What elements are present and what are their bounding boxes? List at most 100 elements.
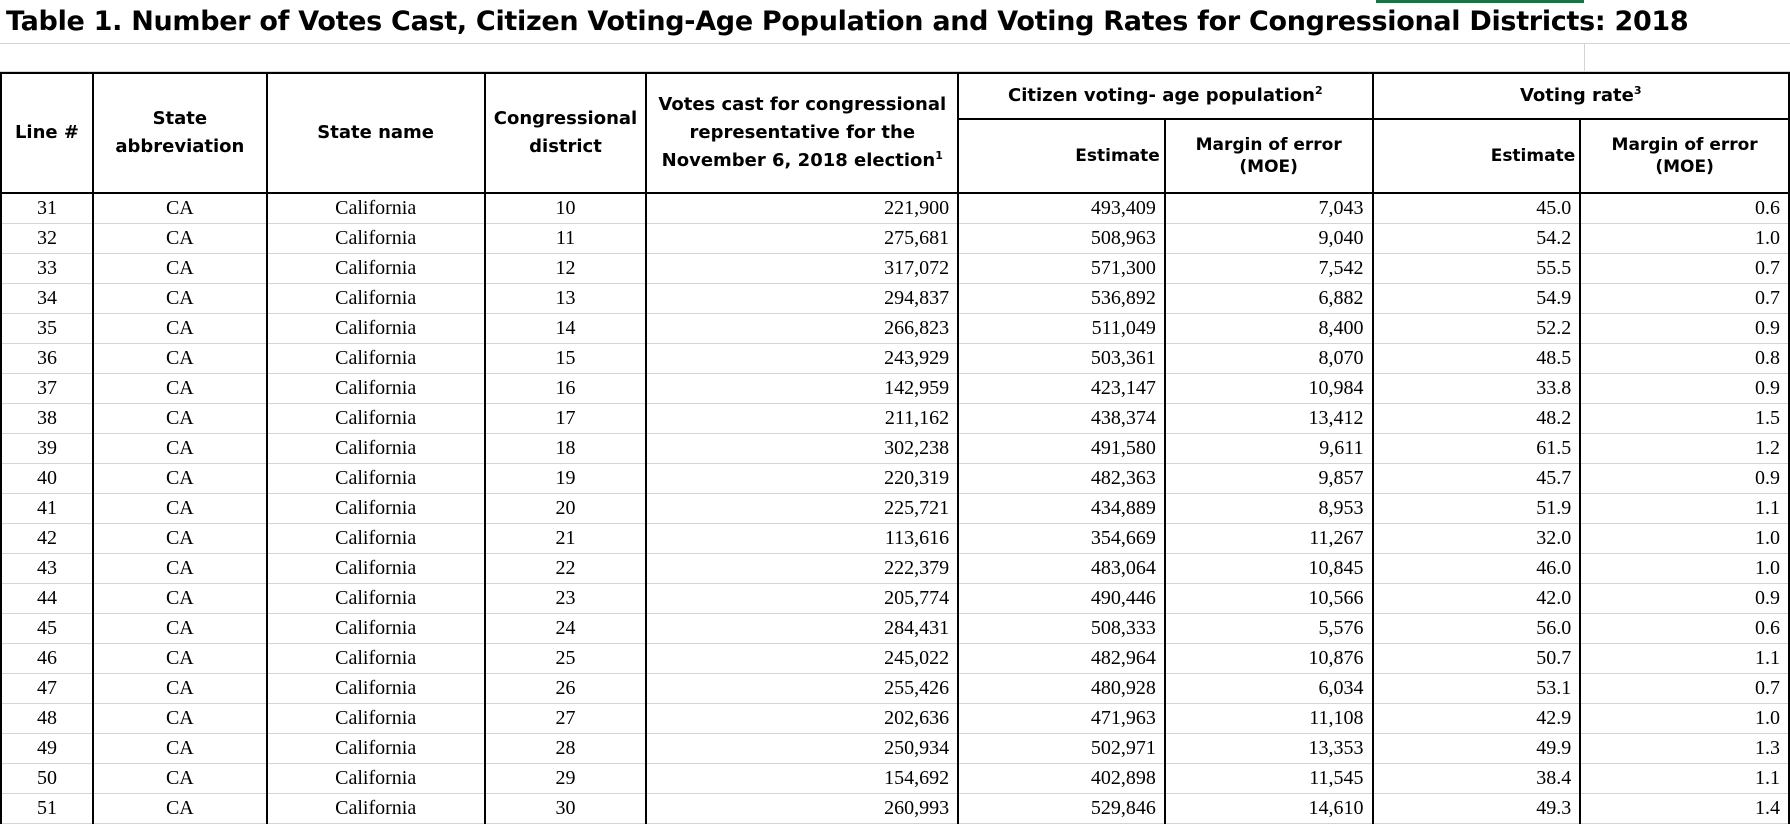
cell-votes-cast[interactable]: 243,929: [645, 343, 960, 374]
cell-state-name[interactable]: California: [265, 343, 486, 374]
cell-state-abbreviation[interactable]: CA: [91, 793, 268, 824]
cell-state-abbreviation[interactable]: CA: [91, 553, 268, 584]
cell-state-abbreviation[interactable]: CA: [91, 763, 268, 794]
cell-state-abbreviation[interactable]: CA: [91, 403, 268, 434]
cell-cvap-moe[interactable]: 10,876: [1163, 643, 1374, 674]
cell-state-abbreviation[interactable]: CA: [91, 733, 268, 764]
cell-votes-cast[interactable]: 205,774: [645, 583, 960, 614]
header-state-name[interactable]: State name: [265, 72, 486, 194]
cell-rate-moe[interactable]: 0.7: [1579, 673, 1790, 704]
cell-state-name[interactable]: California: [265, 192, 486, 224]
cell-votes-cast[interactable]: 113,616: [645, 523, 960, 554]
cell-rate-estimate[interactable]: 33.8: [1371, 373, 1582, 404]
cell-votes-cast[interactable]: 221,900: [645, 192, 960, 224]
cell-cvap-moe[interactable]: 13,353: [1163, 733, 1374, 764]
cell-rate-estimate[interactable]: 48.5: [1371, 343, 1582, 374]
cell-cvap-moe[interactable]: 9,611: [1163, 433, 1374, 464]
cell-rate-estimate[interactable]: 48.2: [1371, 403, 1582, 434]
cell-state-name[interactable]: California: [265, 733, 486, 764]
cell-congressional-district[interactable]: 11: [483, 223, 648, 254]
cell-cvap-estimate[interactable]: 529,846: [957, 793, 1166, 824]
cell-rate-estimate[interactable]: 45.7: [1371, 463, 1582, 494]
cell-cvap-moe[interactable]: 10,984: [1163, 373, 1374, 404]
cell-congressional-district[interactable]: 19: [483, 463, 648, 494]
cell-cvap-estimate[interactable]: 471,963: [957, 703, 1166, 734]
cell-rate-estimate[interactable]: 61.5: [1371, 433, 1582, 464]
cell-congressional-district[interactable]: 25: [483, 643, 648, 674]
cell-congressional-district[interactable]: 28: [483, 733, 648, 764]
cell-cvap-estimate[interactable]: 482,964: [957, 643, 1166, 674]
cell-state-name[interactable]: California: [265, 433, 486, 464]
cell-votes-cast[interactable]: 294,837: [645, 283, 960, 314]
title-row[interactable]: Table 1. Number of Votes Cast, Citizen V…: [0, 0, 1790, 44]
cell-cvap-moe[interactable]: 8,400: [1163, 313, 1374, 344]
cell-cvap-moe[interactable]: 5,576: [1163, 613, 1374, 644]
cell-cvap-estimate[interactable]: 502,971: [957, 733, 1166, 764]
cell-line-number[interactable]: 33: [0, 253, 94, 284]
cell-cvap-moe[interactable]: 8,070: [1163, 343, 1374, 374]
cell-cvap-estimate[interactable]: 508,963: [957, 223, 1166, 254]
cell-cvap-estimate[interactable]: 483,064: [957, 553, 1166, 584]
cell-state-name[interactable]: California: [265, 523, 486, 554]
cell-state-abbreviation[interactable]: CA: [91, 493, 268, 524]
cell-line-number[interactable]: 45: [0, 613, 94, 644]
cell-line-number[interactable]: 40: [0, 463, 94, 494]
cell-rate-estimate[interactable]: 54.2: [1371, 223, 1582, 254]
cell-rate-estimate[interactable]: 50.7: [1371, 643, 1582, 674]
cell-votes-cast[interactable]: 142,959: [645, 373, 960, 404]
cell-line-number[interactable]: 32: [0, 223, 94, 254]
cell-rate-estimate[interactable]: 46.0: [1371, 553, 1582, 584]
header-cvap-estimate[interactable]: Estimate: [957, 118, 1166, 194]
cell-congressional-district[interactable]: 20: [483, 493, 648, 524]
cell-cvap-estimate[interactable]: 480,928: [957, 673, 1166, 704]
cell-cvap-estimate[interactable]: 503,361: [957, 343, 1166, 374]
cell-rate-moe[interactable]: 1.0: [1579, 703, 1790, 734]
cell-state-abbreviation[interactable]: CA: [91, 313, 268, 344]
cell-line-number[interactable]: 50: [0, 763, 94, 794]
cell-line-number[interactable]: 38: [0, 403, 94, 434]
cell-votes-cast[interactable]: 225,721: [645, 493, 960, 524]
cell-rate-moe[interactable]: 1.1: [1579, 643, 1790, 674]
cell-cvap-moe[interactable]: 14,610: [1163, 793, 1374, 824]
cell-rate-estimate[interactable]: 45.0: [1371, 192, 1582, 224]
cell-state-abbreviation[interactable]: CA: [91, 703, 268, 734]
cell-congressional-district[interactable]: 22: [483, 553, 648, 584]
header-rate-estimate[interactable]: Estimate: [1371, 118, 1582, 194]
cell-line-number[interactable]: 48: [0, 703, 94, 734]
cell-cvap-moe[interactable]: 13,412: [1163, 403, 1374, 434]
cell-rate-moe[interactable]: 0.8: [1579, 343, 1790, 374]
cell-congressional-district[interactable]: 27: [483, 703, 648, 734]
header-rate-moe[interactable]: Margin of error (MOE): [1579, 118, 1790, 194]
cell-cvap-estimate[interactable]: 482,363: [957, 463, 1166, 494]
cell-votes-cast[interactable]: 302,238: [645, 433, 960, 464]
cell-line-number[interactable]: 37: [0, 373, 94, 404]
cell-line-number[interactable]: 39: [0, 433, 94, 464]
cell-cvap-estimate[interactable]: 511,049: [957, 313, 1166, 344]
cell-state-abbreviation[interactable]: CA: [91, 283, 268, 314]
cell-line-number[interactable]: 35: [0, 313, 94, 344]
cell-cvap-moe[interactable]: 9,857: [1163, 463, 1374, 494]
cell-votes-cast[interactable]: 211,162: [645, 403, 960, 434]
blank-row[interactable]: [0, 44, 1790, 72]
cell-congressional-district[interactable]: 15: [483, 343, 648, 374]
cell-rate-estimate[interactable]: 52.2: [1371, 313, 1582, 344]
cell-cvap-estimate[interactable]: 571,300: [957, 253, 1166, 284]
cell-cvap-moe[interactable]: 11,108: [1163, 703, 1374, 734]
cell-cvap-estimate[interactable]: 354,669: [957, 523, 1166, 554]
cell-rate-moe[interactable]: 0.7: [1579, 283, 1790, 314]
cell-cvap-estimate[interactable]: 536,892: [957, 283, 1166, 314]
cell-state-abbreviation[interactable]: CA: [91, 613, 268, 644]
cell-line-number[interactable]: 46: [0, 643, 94, 674]
header-votes-cast[interactable]: Votes cast for congressional representat…: [645, 72, 960, 194]
cell-rate-moe[interactable]: 1.3: [1579, 733, 1790, 764]
cell-rate-estimate[interactable]: 54.9: [1371, 283, 1582, 314]
cell-rate-moe[interactable]: 1.0: [1579, 553, 1790, 584]
cell-rate-estimate[interactable]: 38.4: [1371, 763, 1582, 794]
cell-cvap-moe[interactable]: 7,542: [1163, 253, 1374, 284]
cell-votes-cast[interactable]: 250,934: [645, 733, 960, 764]
cell-cvap-estimate[interactable]: 493,409: [957, 192, 1166, 224]
cell-votes-cast[interactable]: 245,022: [645, 643, 960, 674]
cell-votes-cast[interactable]: 284,431: [645, 613, 960, 644]
cell-line-number[interactable]: 49: [0, 733, 94, 764]
cell-congressional-district[interactable]: 26: [483, 673, 648, 704]
